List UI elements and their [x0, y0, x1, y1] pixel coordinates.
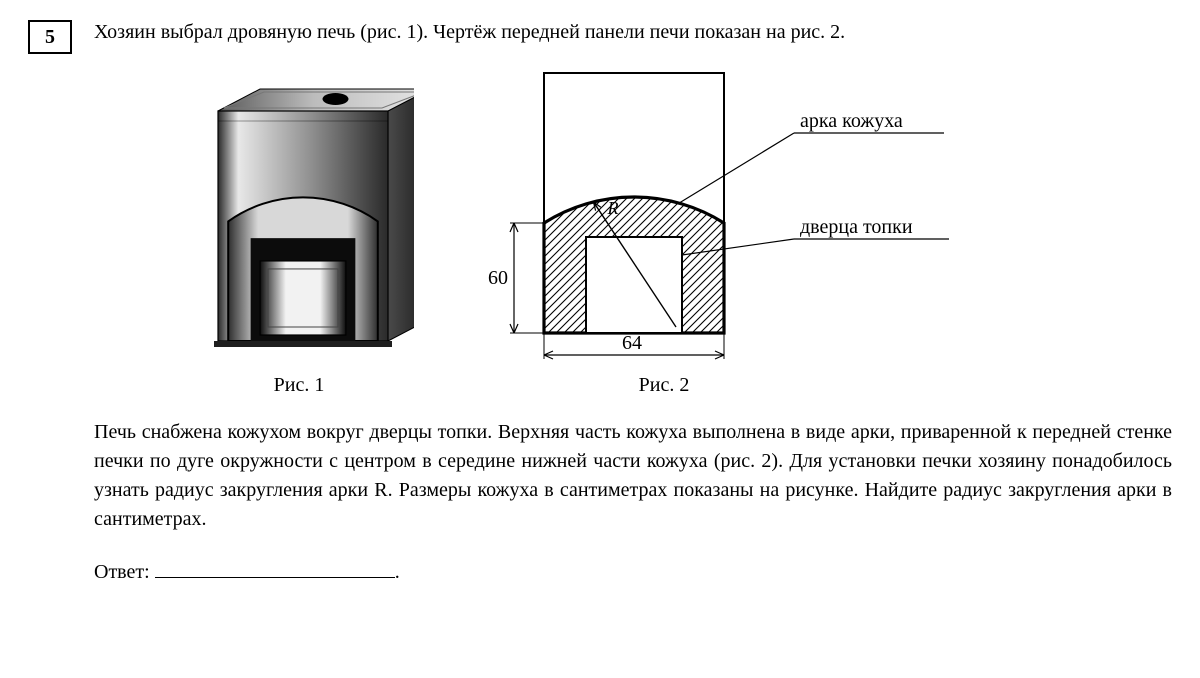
figure-1-caption: Рис. 1 [274, 371, 325, 400]
figure-1: Рис. 1 [184, 63, 414, 400]
svg-text:60: 60 [488, 267, 508, 289]
svg-text:R: R [607, 198, 619, 218]
figure-2: R 60 64 арка кожуха дверца топки Рис. 2 [474, 63, 954, 400]
question-number: 5 [45, 23, 55, 52]
body-paragraph: Печь снабжена кожухом вокруг дверцы топк… [94, 418, 1172, 534]
stove-illustration [184, 63, 414, 363]
figure-2-caption: Рис. 2 [639, 371, 690, 400]
answer-period: . [395, 561, 400, 583]
answer-row: Ответ: . [94, 556, 1172, 587]
answer-blank-line[interactable] [155, 556, 395, 578]
svg-text:64: 64 [622, 332, 642, 354]
question-number-box: 5 [28, 20, 72, 54]
svg-text:дверца топки: дверца топки [800, 216, 913, 238]
figures-row: Рис. 1 R 60 64 арка кожуха дверца топки Рис.… [94, 63, 1172, 400]
front-panel-drawing: R 60 64 арка кожуха дверца топки [474, 63, 954, 363]
content-column: Хозяин выбрал дровяную печь (рис. 1). Че… [94, 18, 1172, 587]
svg-text:арка кожуха: арка кожуха [800, 110, 903, 132]
intro-paragraph: Хозяин выбрал дровяную печь (рис. 1). Че… [94, 18, 1172, 47]
answer-label: Ответ: [94, 561, 150, 583]
